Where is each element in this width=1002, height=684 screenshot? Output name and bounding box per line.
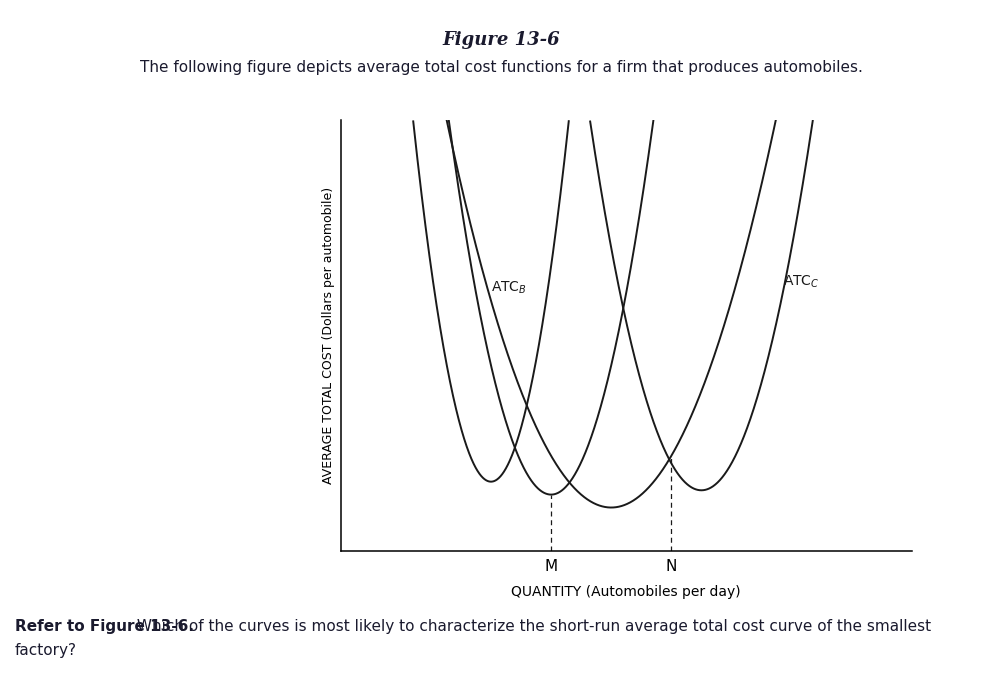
Text: ATC$_C$: ATC$_C$ xyxy=(783,273,820,289)
Text: Figure 13-6: Figure 13-6 xyxy=(442,31,560,49)
Text: The following figure depicts average total cost functions for a firm that produc: The following figure depicts average tot… xyxy=(139,60,863,75)
Text: Which of the curves is most likely to characterize the short-run average total c: Which of the curves is most likely to ch… xyxy=(132,619,932,634)
X-axis label: QUANTITY (Automobiles per day): QUANTITY (Automobiles per day) xyxy=(511,585,741,599)
Y-axis label: AVERAGE TOTAL COST (Dollars per automobile): AVERAGE TOTAL COST (Dollars per automobi… xyxy=(322,187,335,484)
Text: ATC$_B$: ATC$_B$ xyxy=(491,280,527,296)
Text: Refer to Figure 13-6.: Refer to Figure 13-6. xyxy=(15,619,194,634)
Text: factory?: factory? xyxy=(15,643,77,658)
